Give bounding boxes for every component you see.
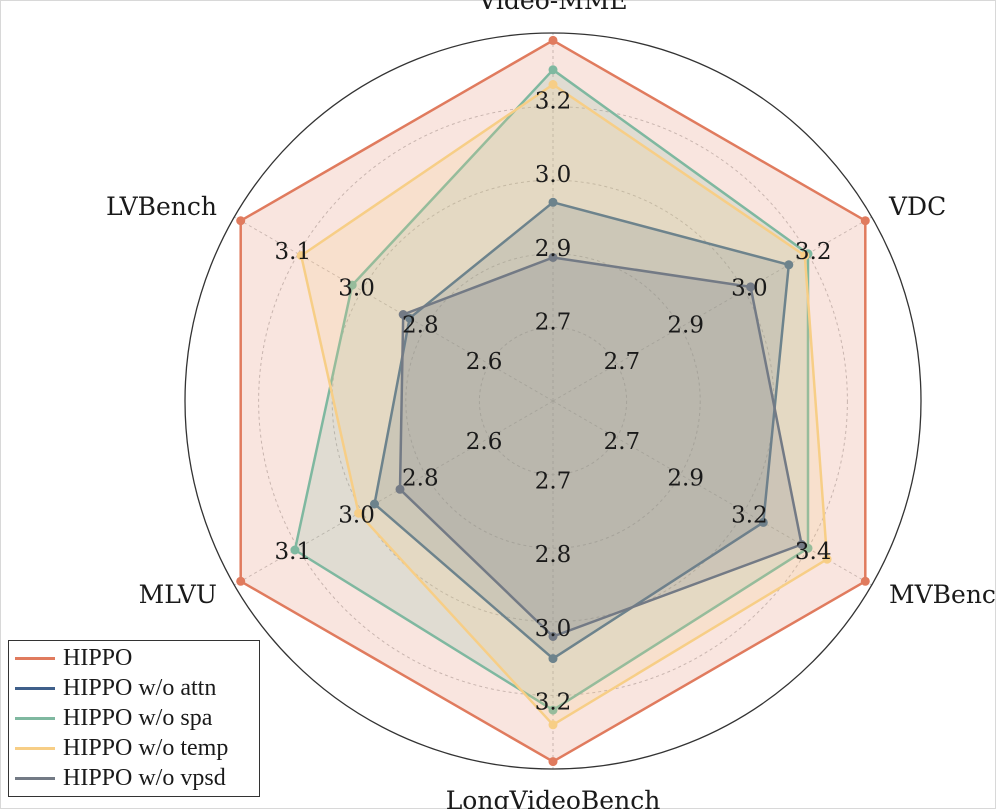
grid-circle-2 xyxy=(405,253,701,549)
series-hippo-w-o-vpsd xyxy=(395,253,807,641)
spoke-vdc xyxy=(552,216,872,402)
legend-swatch-hippo xyxy=(15,656,55,660)
point-hippo-mvbench xyxy=(860,576,870,586)
series-hippo-w-o-attn xyxy=(370,197,794,664)
point-hippo-w-o-spa-lvbench xyxy=(347,280,357,290)
legend-item-hippo-w-o-spa: HIPPO w/o spa xyxy=(9,703,259,733)
point-hippo-w-o-vpsd-lvbench xyxy=(398,310,408,319)
tick-label-lvbench-4: 3.1 xyxy=(275,239,312,265)
point-hippo-w-o-temp-vdc xyxy=(800,251,810,261)
series-hippo xyxy=(236,35,870,767)
legend-item-hippo-w-o-attn: HIPPO w/o attn xyxy=(9,673,259,703)
legend-label-hippo: HIPPO xyxy=(63,644,133,671)
tick-label-mlvu-3: 3.0 xyxy=(338,502,375,528)
point-hippo-longvideobench xyxy=(548,757,558,767)
axis-label-lvbench: LVBench xyxy=(106,192,217,221)
tick-label-lvbench-2: 2.8 xyxy=(402,312,439,338)
spoke-lvbench xyxy=(234,216,554,402)
chart-legend: HIPPO HIPPO w/o attn HIPPO w/o spa HIPPO w/… xyxy=(8,640,260,797)
tick-label-longvideobench-2: 2.8 xyxy=(535,542,572,568)
radar-axis-labels: Video-MME VDC MVBench LongVideoBench MLVU LVB… xyxy=(106,0,996,809)
tick-label-video-mme-1: 2.7 xyxy=(535,309,572,335)
axis-label-video-mme: Video-MME xyxy=(477,0,627,15)
spoke-mvbench xyxy=(552,400,872,586)
point-hippo-video-mme xyxy=(548,35,558,45)
point-hippo-w-o-attn-longvideobench xyxy=(548,654,558,664)
outer-circle xyxy=(184,32,922,770)
point-hippo-mlvu xyxy=(236,576,246,586)
tick-label-video-mme-2: 2.9 xyxy=(535,236,572,262)
legend-label-hippo-w-o-spa: HIPPO w/o spa xyxy=(63,704,213,731)
point-hippo-w-o-vpsd-vdc xyxy=(746,282,756,292)
point-hippo-w-o-temp-mlvu xyxy=(354,508,364,518)
tick-label-mlvu-1: 2.6 xyxy=(466,429,503,455)
point-hippo-w-o-temp-longvideobench xyxy=(548,720,558,730)
legend-label-hippo-w-o-temp: HIPPO w/o temp xyxy=(63,734,229,761)
tick-label-mvbench-3: 3.2 xyxy=(731,502,768,528)
point-hippo-w-o-vpsd-mlvu xyxy=(395,484,405,494)
tick-label-longvideobench-4: 3.2 xyxy=(535,689,572,715)
tick-label-video-mme-3: 3.0 xyxy=(535,162,572,188)
point-hippo-w-o-attn-mvbench xyxy=(758,517,768,527)
tick-label-video-mme-4: 3.2 xyxy=(535,89,572,115)
tick-label-longvideobench-1: 2.7 xyxy=(535,469,572,495)
point-hippo-w-o-temp-lvbench xyxy=(296,251,306,261)
spoke-mlvu xyxy=(234,400,554,586)
point-hippo-w-o-temp-mvbench xyxy=(822,554,832,564)
point-hippo-w-o-spa-longvideobench xyxy=(548,705,558,715)
point-hippo-w-o-spa-video-mme xyxy=(548,65,558,75)
radar-tick-labels: 2.7 2.9 3.0 3.2 2.7 2.9 3.0 3.2 2.7 2.9 3.2 3.4 2.7 2… xyxy=(275,89,832,716)
tick-label-lvbench-1: 2.6 xyxy=(466,349,503,375)
point-hippo-w-o-temp-video-mme xyxy=(548,80,558,89)
tick-label-vdc-4: 3.2 xyxy=(795,239,832,265)
legend-item-hippo: HIPPO xyxy=(9,643,259,673)
point-hippo-w-o-spa-mlvu xyxy=(290,545,300,555)
tick-label-mvbench-4: 3.4 xyxy=(795,539,832,565)
legend-item-hippo-w-o-temp: HIPPO w/o temp xyxy=(9,733,259,763)
tick-label-mvbench-1: 2.7 xyxy=(604,429,641,455)
tick-label-mvbench-2: 2.9 xyxy=(667,466,704,492)
legend-item-hippo-w-o-vpsd: HIPPO w/o vpsd xyxy=(9,763,259,793)
legend-swatch-hippo-w-o-spa xyxy=(15,716,55,720)
tick-label-longvideobench-3: 3.0 xyxy=(535,616,572,642)
tick-label-mlvu-2: 2.8 xyxy=(402,466,439,492)
legend-swatch-hippo-w-o-attn xyxy=(15,686,55,690)
tick-label-vdc-1: 2.7 xyxy=(604,349,641,375)
point-hippo-w-o-vpsd-longvideobench xyxy=(548,632,558,641)
point-hippo-w-o-attn-mlvu xyxy=(370,499,379,509)
point-hippo-w-o-vpsd-video-mme xyxy=(548,253,558,262)
point-hippo-w-o-vpsd-mvbench xyxy=(797,540,807,549)
point-hippo-w-o-attn-video-mme xyxy=(548,197,558,207)
axis-label-mvbench: MVBench xyxy=(889,580,996,609)
axis-label-vdc: VDC xyxy=(888,192,946,221)
tick-label-lvbench-3: 3.0 xyxy=(338,276,375,302)
legend-label-hippo-w-o-vpsd: HIPPO w/o vpsd xyxy=(63,764,226,791)
legend-label-hippo-w-o-attn: HIPPO w/o attn xyxy=(63,674,217,701)
tick-label-vdc-2: 2.9 xyxy=(667,312,704,338)
point-hippo-lvbench xyxy=(236,216,246,226)
radar-series xyxy=(236,35,870,767)
legend-swatch-hippo-w-o-temp xyxy=(15,746,55,750)
tick-label-vdc-3: 3.0 xyxy=(731,276,768,302)
axis-label-longvideobench: LongVideoBench xyxy=(446,786,661,809)
tick-label-mlvu-4: 3.1 xyxy=(275,539,312,565)
point-hippo-w-o-attn-vdc xyxy=(784,260,794,270)
axis-label-mlvu: MLVU xyxy=(139,580,217,609)
point-hippo-vdc xyxy=(860,216,870,226)
legend-swatch-hippo-w-o-vpsd xyxy=(15,776,55,780)
series-hippo-w-o-temp xyxy=(296,80,832,730)
